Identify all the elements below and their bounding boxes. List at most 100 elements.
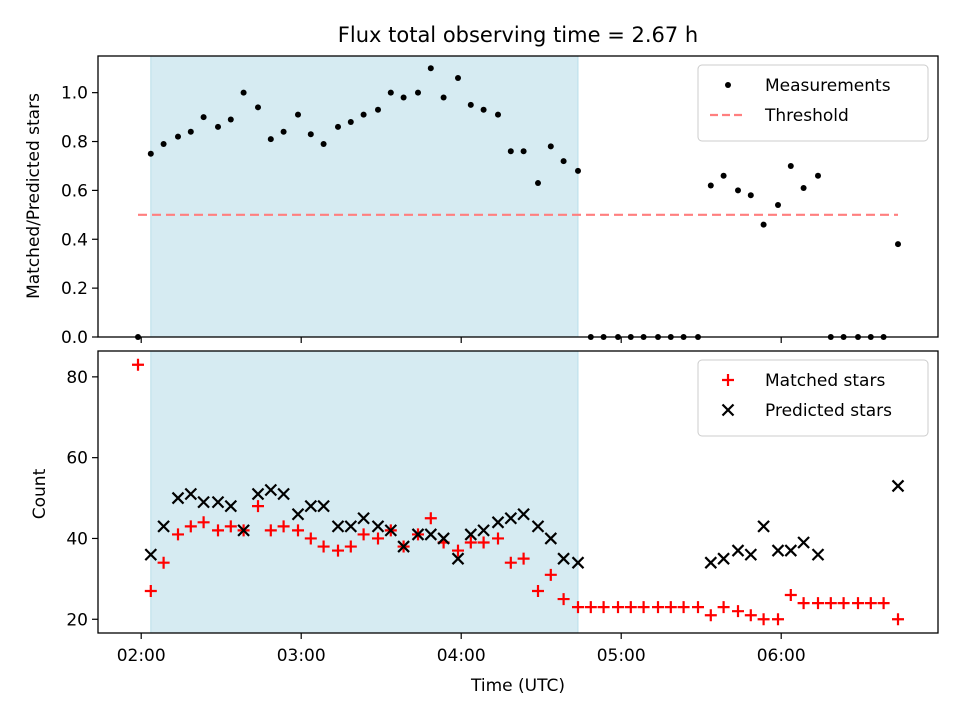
predicted-star-point bbox=[437, 532, 450, 545]
x-tick-label: 03:00 bbox=[277, 646, 326, 666]
measurement-point bbox=[215, 123, 221, 130]
predicted-star-point bbox=[371, 520, 385, 533]
x-axis-label: Time (UTC) bbox=[470, 676, 565, 696]
measurement-point bbox=[187, 128, 194, 135]
top-axes-frame bbox=[97, 55, 939, 338]
measurement-point bbox=[535, 180, 541, 187]
x-tick-label: 05:00 bbox=[597, 646, 646, 666]
top-y-axis-label: Matched/Predicted stars bbox=[24, 93, 44, 299]
predicted-star-point bbox=[384, 524, 398, 537]
legend-label-matched-stars: Matched stars bbox=[765, 371, 885, 391]
measurement-point bbox=[295, 111, 301, 118]
matched-star-point bbox=[624, 601, 637, 614]
matched-star-point bbox=[717, 601, 730, 614]
measurement-point bbox=[480, 106, 487, 113]
matched-star-point bbox=[172, 528, 184, 541]
matched-star-point bbox=[877, 597, 890, 610]
matched-star-point bbox=[477, 536, 490, 549]
measurement-point bbox=[240, 89, 247, 96]
matched-star-point bbox=[317, 540, 330, 553]
predicted-star-point bbox=[757, 520, 770, 533]
measurement-point bbox=[200, 114, 207, 121]
predicted-star-point bbox=[344, 520, 358, 533]
top-y-tick-label: 0.8 bbox=[61, 133, 88, 153]
measurement-point bbox=[227, 116, 234, 123]
predicted-star-point bbox=[411, 528, 425, 541]
matched-star-point bbox=[517, 552, 530, 565]
predicted-star-point bbox=[197, 495, 210, 509]
predicted-star-point bbox=[331, 520, 345, 533]
measurement-point bbox=[427, 65, 434, 72]
matched-star-point bbox=[584, 601, 597, 614]
measurement-point bbox=[280, 128, 287, 135]
matched-star-point bbox=[852, 597, 864, 610]
predicted-star-point bbox=[157, 520, 170, 533]
predicted-star-point bbox=[451, 552, 465, 565]
measurement-point bbox=[360, 111, 367, 118]
matched-star-point bbox=[292, 524, 304, 537]
predicted-star-point bbox=[277, 487, 290, 501]
predicted-star-point bbox=[211, 495, 225, 509]
predicted-star-point bbox=[811, 548, 825, 561]
predicted-star-point bbox=[784, 544, 798, 557]
matched-star-point bbox=[744, 609, 757, 622]
top-y-tick-label: 0.6 bbox=[61, 181, 88, 201]
measurement-point bbox=[775, 202, 781, 209]
legend-label-measurements: Measurements bbox=[765, 76, 891, 96]
matched-star-point bbox=[144, 584, 157, 597]
measurement-point bbox=[455, 74, 461, 81]
matched-star-point bbox=[784, 589, 797, 602]
measurement-point bbox=[575, 167, 581, 174]
bottom-shaded-span bbox=[150, 350, 579, 634]
matched-star-point bbox=[797, 597, 810, 610]
measurement-point bbox=[440, 94, 447, 101]
matched-star-point bbox=[212, 524, 224, 537]
measurement-point bbox=[735, 187, 741, 194]
predicted-star-point bbox=[317, 499, 330, 513]
x-tick-label: 06:00 bbox=[757, 646, 806, 666]
predicted-star-point bbox=[184, 487, 198, 501]
matched-star-point bbox=[157, 556, 170, 569]
measurement-point bbox=[347, 118, 354, 125]
predicted-star-point bbox=[357, 511, 370, 525]
matched-star-point bbox=[532, 584, 544, 597]
top-y-tick-label: 0.0 bbox=[61, 328, 88, 348]
predicted-star-point bbox=[744, 548, 758, 561]
legend-label-predicted-stars: Predicted stars bbox=[765, 401, 892, 421]
measurement-point bbox=[720, 172, 727, 179]
predicted-star-point bbox=[717, 552, 730, 565]
measurement-point bbox=[387, 89, 394, 96]
x-tick-label: 04:00 bbox=[437, 646, 486, 666]
matched-star-point bbox=[597, 601, 610, 614]
predicted-star-point bbox=[251, 487, 265, 501]
measurement-point bbox=[175, 133, 181, 140]
x-tick-label: 02:00 bbox=[117, 646, 166, 666]
measurement-point bbox=[467, 101, 474, 108]
top-y-tick-label: 1.0 bbox=[61, 84, 88, 104]
matched-star-point bbox=[772, 613, 784, 626]
predicted-star-point bbox=[224, 499, 238, 513]
bottom-legend-box bbox=[697, 359, 929, 437]
matched-star-point bbox=[344, 540, 357, 553]
matched-star-point bbox=[572, 601, 584, 614]
predicted-star-point bbox=[557, 552, 570, 565]
measurement-point bbox=[495, 111, 501, 118]
matched-star-point bbox=[452, 544, 464, 557]
measurement-point bbox=[415, 89, 421, 96]
matched-star-point bbox=[357, 528, 370, 541]
legend-label-threshold: Threshold bbox=[764, 106, 849, 126]
predicted-star-point bbox=[304, 499, 318, 513]
matched-star-point bbox=[837, 597, 850, 610]
predicted-star-point bbox=[237, 524, 250, 537]
matched-star-point bbox=[692, 601, 704, 614]
legend-marker-measurements bbox=[725, 82, 731, 88]
predicted-star-point bbox=[891, 479, 905, 493]
legend-marker-matched-stars bbox=[722, 374, 734, 386]
predicted-star-point bbox=[571, 556, 585, 569]
bottom-axes-frame bbox=[97, 350, 939, 634]
measurement-point bbox=[147, 150, 154, 157]
predicted-star-point bbox=[704, 556, 718, 569]
predicted-star-point bbox=[464, 528, 478, 541]
measurement-point bbox=[747, 192, 754, 199]
